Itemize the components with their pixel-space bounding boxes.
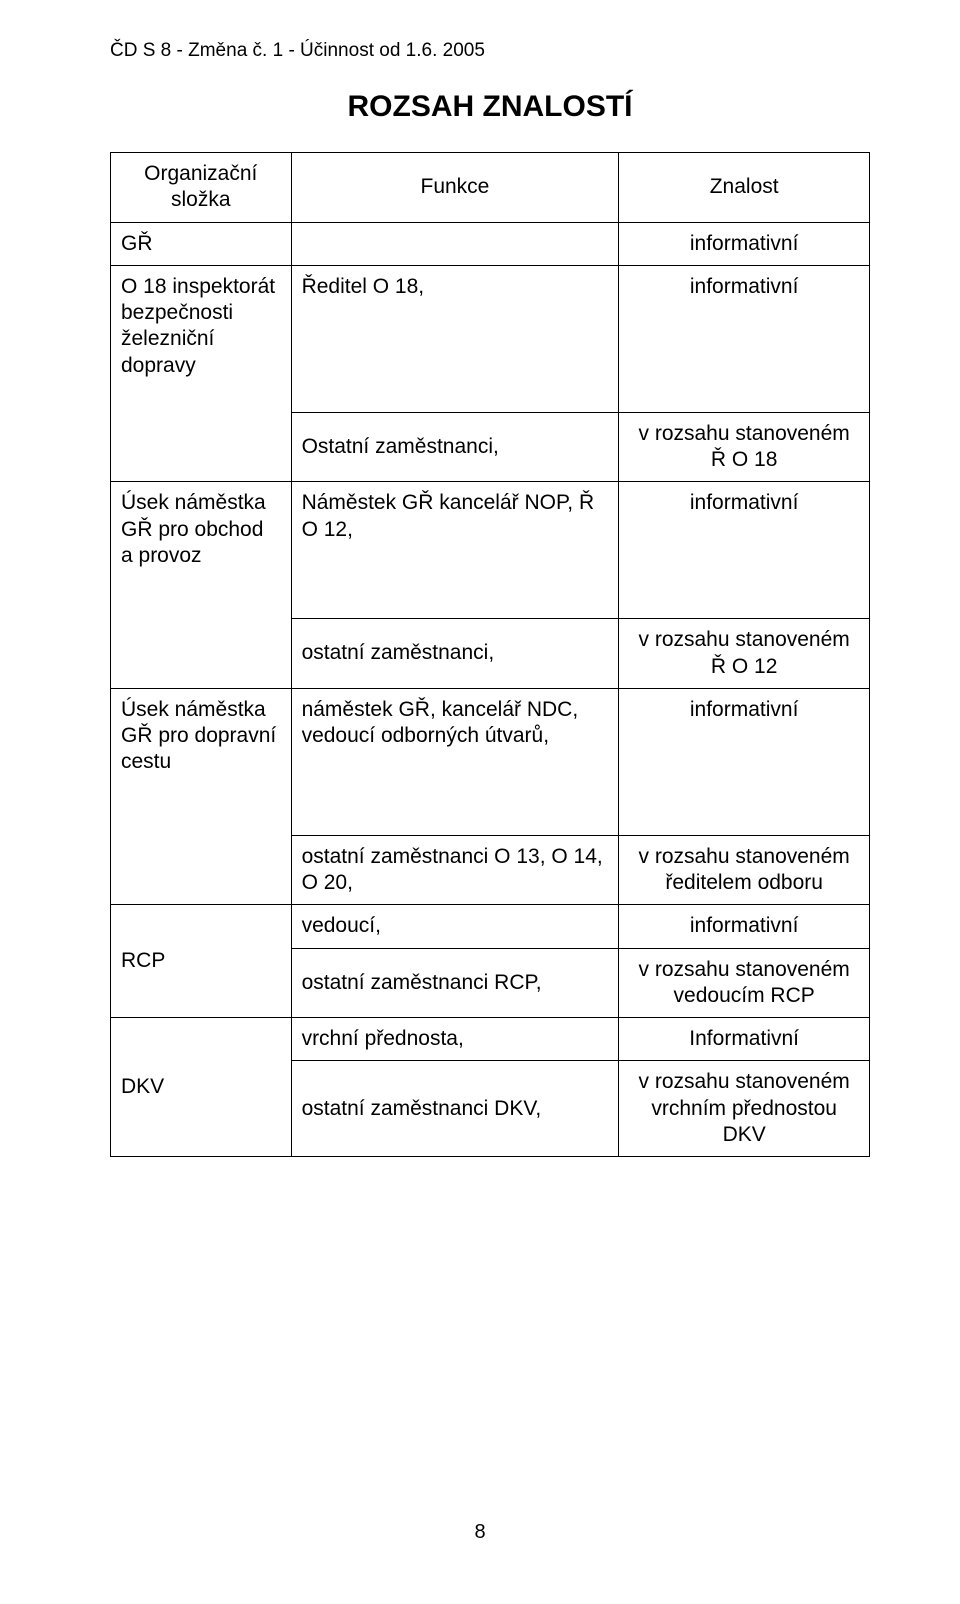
- document-header: ČD S 8 - Změna č. 1 - Účinnost od 1.6. 2…: [110, 40, 870, 62]
- cell-org: GŘ: [111, 222, 292, 265]
- table-row: DKV vrchní přednosta, Informativní: [111, 1018, 870, 1061]
- cell-zn: informativní: [619, 482, 870, 619]
- table-row: GŘ informativní: [111, 222, 870, 265]
- cell-zn: v rozsahu stanoveném ředitelem odboru: [619, 835, 870, 905]
- cell-func: ostatní zaměstnanci O 13, O 14, O 20,: [291, 835, 619, 905]
- cell-zn: Informativní: [619, 1018, 870, 1061]
- cell-func: [291, 222, 619, 265]
- page: ČD S 8 - Změna č. 1 - Účinnost od 1.6. 2…: [0, 0, 960, 1604]
- page-number: 8: [0, 1521, 960, 1544]
- col-header-org: Organizační složka: [111, 153, 292, 223]
- cell-org: RCP: [111, 905, 292, 1018]
- col-header-func: Funkce: [291, 153, 619, 223]
- cell-func: Náměstek GŘ kancelář NOP, Ř O 12,: [291, 482, 619, 619]
- table-row: Úsek náměstka GŘ pro dopravní cestu námě…: [111, 688, 870, 835]
- cell-func: náměstek GŘ, kancelář NDC, vedoucí odbor…: [291, 688, 619, 835]
- cell-org: DKV: [111, 1018, 292, 1157]
- cell-zn: informativní: [619, 688, 870, 835]
- cell-zn: informativní: [619, 905, 870, 948]
- knowledge-table: Organizační složka Funkce Znalost GŘ inf…: [110, 152, 870, 1157]
- table-header-row: Organizační složka Funkce Znalost: [111, 153, 870, 223]
- cell-func: vedoucí,: [291, 905, 619, 948]
- cell-zn: v rozsahu stanoveném Ř O 18: [619, 412, 870, 482]
- cell-org: O 18 inspektorát bezpečnosti železniční …: [111, 265, 292, 482]
- cell-func: vrchní přednosta,: [291, 1018, 619, 1061]
- cell-func: Ostatní zaměstnanci,: [291, 412, 619, 482]
- cell-zn: informativní: [619, 265, 870, 412]
- document-title: ROZSAH ZNALOSTÍ: [110, 90, 870, 124]
- cell-zn: v rozsahu stanoveném vrchním přednostou …: [619, 1061, 870, 1157]
- cell-zn: v rozsahu stanoveném Ř O 12: [619, 619, 870, 689]
- table-row: Úsek náměstka GŘ pro obchod a provoz Nám…: [111, 482, 870, 619]
- table-row: O 18 inspektorát bezpečnosti železniční …: [111, 265, 870, 412]
- table-row: RCP vedoucí, informativní: [111, 905, 870, 948]
- cell-func: ostatní zaměstnanci RCP,: [291, 948, 619, 1018]
- col-header-zn: Znalost: [619, 153, 870, 223]
- cell-org: Úsek náměstka GŘ pro dopravní cestu: [111, 688, 292, 905]
- cell-org: Úsek náměstka GŘ pro obchod a provoz: [111, 482, 292, 689]
- cell-zn: v rozsahu stanoveném vedoucím RCP: [619, 948, 870, 1018]
- cell-zn: informativní: [619, 222, 870, 265]
- cell-func: ostatní zaměstnanci DKV,: [291, 1061, 619, 1157]
- cell-func: Ředitel O 18,: [291, 265, 619, 412]
- cell-func: ostatní zaměstnanci,: [291, 619, 619, 689]
